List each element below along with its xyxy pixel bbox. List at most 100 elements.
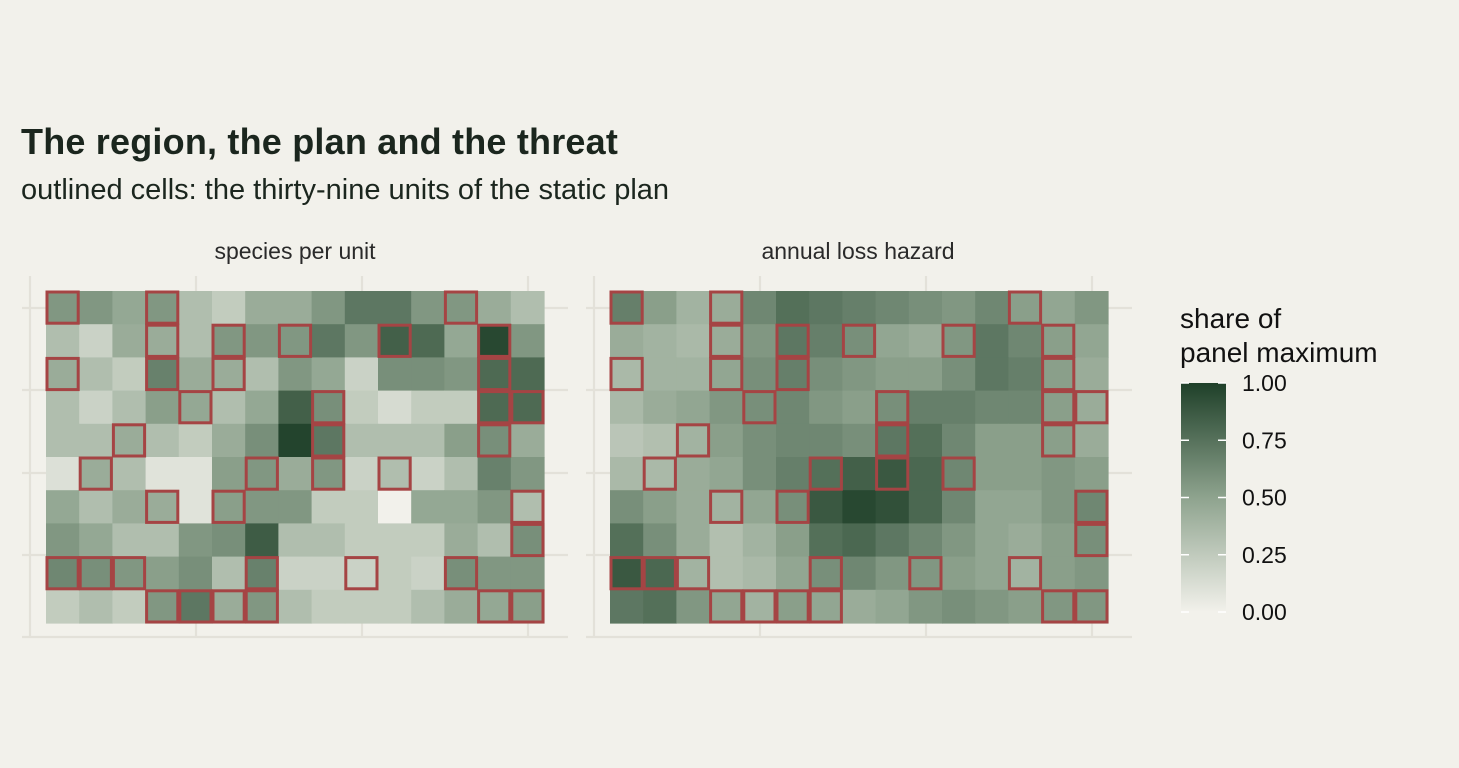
- heatmap-cell: [809, 556, 843, 591]
- heatmap-cell: [344, 490, 379, 524]
- heatmap-cell: [245, 291, 279, 325]
- panel-strip-label: species per unit: [214, 238, 376, 264]
- heatmap-cell: [709, 457, 744, 491]
- heatmap-cell: [676, 457, 711, 491]
- heatmap-cell: [776, 490, 810, 524]
- heatmap-cell: [1041, 589, 1076, 624]
- plan-unit-outline: [311, 423, 346, 458]
- heatmap-cell: [676, 291, 711, 325]
- heatmap-cell: [1008, 291, 1043, 325]
- heatmap-cell: [212, 589, 246, 624]
- panel-species-per-unit: species per unit: [22, 238, 568, 639]
- legend-title-line-2: panel maximum: [1180, 337, 1378, 368]
- heatmap-cell: [1074, 589, 1109, 624]
- heatmap-cell: [112, 423, 147, 458]
- heatmap-cell: [842, 423, 877, 458]
- heatmap-cell: [1008, 357, 1043, 392]
- plan-unit-outline: [211, 323, 246, 358]
- heatmap-cell: [842, 357, 877, 392]
- heatmap-cell: [477, 357, 512, 392]
- plan-unit-outline: [211, 589, 246, 624]
- heatmap-cell: [278, 423, 313, 458]
- plan-unit-outline: [709, 323, 744, 358]
- heatmap-cell: [742, 357, 777, 392]
- heatmap-cell: [643, 457, 677, 491]
- plan-unit-outline: [145, 356, 180, 392]
- heatmap-cell: [676, 357, 711, 392]
- plan-unit-outline: [477, 390, 512, 425]
- heatmap-cell: [875, 457, 910, 491]
- heatmap-cell: [776, 291, 810, 325]
- heatmap-cell: [378, 390, 412, 425]
- plan-unit-outline: [211, 356, 246, 392]
- heatmap-cell: [842, 324, 877, 358]
- heatmap-cell: [178, 291, 213, 325]
- plan-unit-outline: [145, 589, 180, 624]
- heatmap-cell: [809, 291, 843, 325]
- plan-unit-outline: [45, 356, 80, 392]
- heatmap-cell: [245, 523, 279, 558]
- heatmap-cell: [1041, 556, 1076, 591]
- plan-unit-outline: [443, 290, 479, 325]
- heatmap-cell: [411, 556, 445, 591]
- heatmap-cell: [1074, 556, 1109, 591]
- heatmap-cell: [344, 291, 379, 325]
- heatmap-cell: [742, 324, 777, 358]
- heatmap-cell: [444, 291, 479, 325]
- heatmap-cell: [378, 457, 412, 491]
- heatmap-cell: [676, 589, 711, 624]
- plan-unit-outline: [841, 323, 877, 358]
- heatmap-cell: [112, 457, 147, 491]
- heatmap-cell: [809, 423, 843, 458]
- heatmap-cell: [212, 390, 246, 425]
- heatmap-cell: [510, 490, 545, 524]
- heatmap-cell: [676, 556, 711, 591]
- heatmap-cell: [676, 324, 711, 358]
- heatmap-cell: [145, 589, 180, 624]
- heatmap-cell: [776, 390, 810, 425]
- heatmap-cell: [178, 523, 213, 558]
- heatmap-cell: [709, 390, 744, 425]
- legend-tick-label: 1.00: [1242, 370, 1287, 396]
- heatmap-cell: [1074, 423, 1109, 458]
- plan-unit-outline: [709, 589, 744, 624]
- heatmap-cell: [444, 490, 479, 524]
- heatmap-cell: [709, 423, 744, 458]
- heatmap-cell: [1008, 390, 1043, 425]
- heatmap-cell: [278, 523, 313, 558]
- heatmap-cell: [378, 556, 412, 591]
- legend-tick-label: 0.75: [1242, 427, 1287, 453]
- heatmap-cell: [842, 291, 877, 325]
- heatmap-cell: [344, 324, 379, 358]
- heatmap-cell: [245, 490, 279, 524]
- heatmap-cell: [46, 357, 80, 392]
- heatmap-cell: [212, 490, 246, 524]
- heatmap-cell: [776, 589, 810, 624]
- heatmap-cell: [1008, 523, 1043, 558]
- heatmap-cell: [378, 589, 412, 624]
- heatmap-cell: [643, 556, 677, 591]
- heatmap-cell: [908, 423, 943, 458]
- heatmap-cell: [112, 324, 147, 358]
- heatmap-cell: [908, 556, 943, 591]
- heatmap-cell: [212, 457, 246, 491]
- heatmap-cell: [477, 390, 512, 425]
- legend-tick-label: 0.25: [1242, 542, 1287, 568]
- plan-unit-outline: [609, 556, 644, 591]
- heatmap-cell: [1008, 589, 1043, 624]
- heatmap-cell: [1074, 390, 1109, 425]
- heatmap-cell: [610, 490, 644, 524]
- heatmap-cell: [145, 523, 180, 558]
- heatmap-cell: [411, 357, 445, 392]
- heatmap-cell: [411, 457, 445, 491]
- heatmap-cell: [378, 357, 412, 392]
- plan-unit-outline: [642, 556, 677, 591]
- heatmap-cell: [975, 490, 1009, 524]
- heatmap-cell: [510, 556, 545, 591]
- heatmap-cell: [112, 523, 147, 558]
- chart-subtitle: outlined cells: the thirty-nine units of…: [21, 174, 670, 206]
- heatmap-cell: [444, 556, 479, 591]
- plan-unit-outline: [277, 323, 313, 358]
- heatmap-cell: [79, 523, 113, 558]
- plan-unit-outline: [111, 423, 147, 458]
